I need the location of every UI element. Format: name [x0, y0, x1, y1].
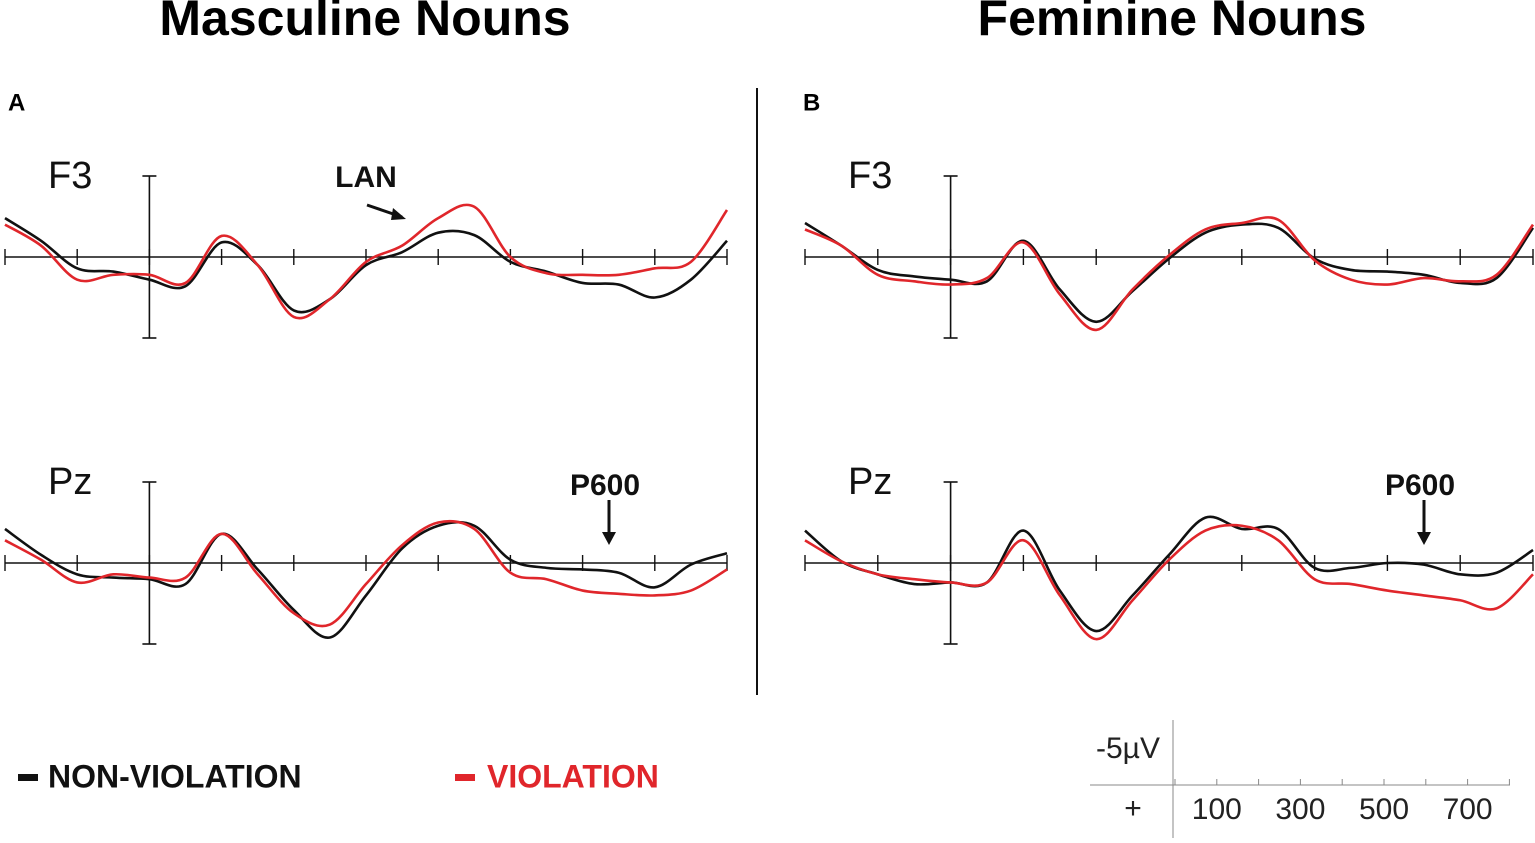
- electrode-label: Pz: [848, 461, 892, 503]
- annotation-arrowhead: [1417, 532, 1431, 545]
- electrode-label: F3: [848, 155, 892, 197]
- legend-swatch: [18, 774, 38, 781]
- electrode-label: Pz: [48, 461, 92, 503]
- waveform: [4, 519, 728, 628]
- waveform: [804, 216, 1535, 332]
- title: Feminine Nouns: [978, 0, 1367, 46]
- scale-tick-label: 300: [1275, 793, 1325, 826]
- scale-tick-label: 700: [1443, 793, 1493, 826]
- waveform: [804, 515, 1534, 633]
- scale-tick-label: 100: [1192, 793, 1242, 826]
- legend-label: VIOLATION: [487, 758, 659, 794]
- title: Masculine Nouns: [159, 0, 570, 46]
- annotation-arrowhead: [602, 532, 616, 545]
- legend-swatch: [455, 774, 475, 781]
- legend-label: NON-VIOLATION: [48, 758, 302, 794]
- panel-letter: A: [8, 89, 25, 116]
- annotation: P600: [570, 469, 640, 502]
- waveform: [804, 523, 1534, 641]
- scale-tick-label: 500: [1359, 793, 1409, 826]
- scale-label: +: [1124, 792, 1142, 825]
- annotation: LAN: [335, 161, 397, 194]
- waveform: [4, 203, 729, 320]
- waveform: [4, 520, 728, 639]
- waveform: [804, 221, 1535, 324]
- electrode-label: F3: [48, 155, 92, 197]
- panel-letter: B: [803, 89, 820, 116]
- annotation-arrowhead: [391, 208, 406, 220]
- waveform: [4, 217, 728, 314]
- annotation: P600: [1385, 469, 1455, 502]
- scale-label: -5µV: [1096, 732, 1160, 765]
